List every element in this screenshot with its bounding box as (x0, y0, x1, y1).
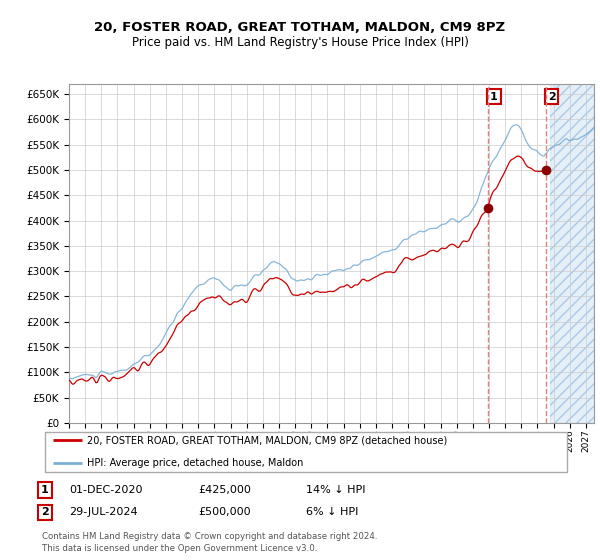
Text: Contains HM Land Registry data © Crown copyright and database right 2024.
This d: Contains HM Land Registry data © Crown c… (42, 533, 377, 553)
Text: 20, FOSTER ROAD, GREAT TOTHAM, MALDON, CM9 8PZ: 20, FOSTER ROAD, GREAT TOTHAM, MALDON, C… (94, 21, 506, 34)
Text: 14% ↓ HPI: 14% ↓ HPI (306, 485, 365, 495)
Text: £500,000: £500,000 (198, 507, 251, 517)
Text: 2: 2 (41, 507, 49, 517)
Text: 1: 1 (41, 485, 49, 495)
Bar (550, 84, 594, 423)
Text: 29-JUL-2024: 29-JUL-2024 (69, 507, 137, 517)
Text: HPI: Average price, detached house, Maldon: HPI: Average price, detached house, Mald… (87, 458, 303, 468)
FancyBboxPatch shape (44, 432, 568, 473)
Text: £425,000: £425,000 (198, 485, 251, 495)
Text: 01-DEC-2020: 01-DEC-2020 (69, 485, 143, 495)
Text: 1: 1 (490, 92, 498, 102)
Text: 2: 2 (548, 92, 556, 102)
Text: 20, FOSTER ROAD, GREAT TOTHAM, MALDON, CM9 8PZ (detached house): 20, FOSTER ROAD, GREAT TOTHAM, MALDON, C… (87, 436, 447, 445)
Text: Price paid vs. HM Land Registry's House Price Index (HPI): Price paid vs. HM Land Registry's House … (131, 36, 469, 49)
Bar (550, 84, 594, 423)
Text: 6% ↓ HPI: 6% ↓ HPI (306, 507, 358, 517)
